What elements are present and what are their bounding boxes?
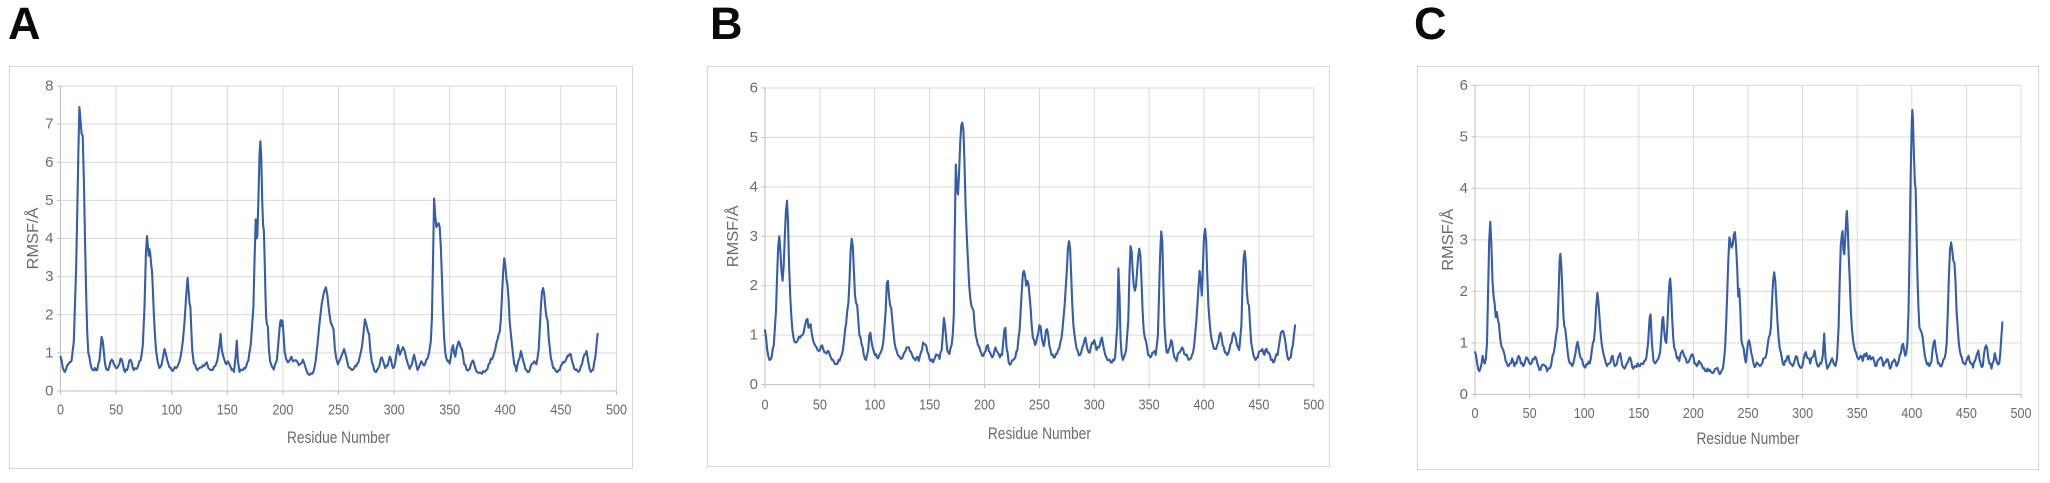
svg-text:6: 6 <box>1460 77 1468 94</box>
svg-text:0: 0 <box>1460 386 1468 403</box>
svg-text:RMSF/Å: RMSF/Å <box>723 205 742 267</box>
svg-text:2: 2 <box>1460 283 1468 300</box>
svg-text:1: 1 <box>45 344 53 361</box>
svg-text:3: 3 <box>45 268 53 285</box>
svg-text:450: 450 <box>1956 405 1977 422</box>
svg-text:500: 500 <box>2011 405 2032 422</box>
svg-text:200: 200 <box>1683 405 1704 422</box>
svg-text:150: 150 <box>919 396 940 413</box>
svg-text:250: 250 <box>1738 405 1759 422</box>
svg-text:RMSF/Å: RMSF/Å <box>1438 208 1457 270</box>
svg-text:4: 4 <box>45 230 53 247</box>
svg-text:5: 5 <box>45 192 53 209</box>
svg-text:200: 200 <box>272 401 293 418</box>
svg-text:Residue Number: Residue Number <box>1697 429 1800 448</box>
svg-text:0: 0 <box>762 396 769 413</box>
svg-text:Residue Number: Residue Number <box>287 428 390 447</box>
svg-text:500: 500 <box>1303 396 1324 413</box>
svg-text:8: 8 <box>45 78 53 95</box>
svg-text:5: 5 <box>1460 128 1468 145</box>
svg-text:250: 250 <box>328 401 349 418</box>
svg-text:Residue Number: Residue Number <box>988 424 1091 443</box>
svg-text:0: 0 <box>57 401 64 418</box>
svg-text:450: 450 <box>550 401 571 418</box>
svg-text:50: 50 <box>1523 405 1537 422</box>
svg-text:7: 7 <box>45 116 53 133</box>
svg-text:RMSF/Å: RMSF/Å <box>23 207 42 269</box>
svg-text:200: 200 <box>974 396 995 413</box>
svg-text:300: 300 <box>384 401 405 418</box>
svg-text:500: 500 <box>606 401 627 418</box>
svg-text:1: 1 <box>750 327 758 344</box>
svg-text:0: 0 <box>45 383 53 400</box>
svg-text:1: 1 <box>1460 334 1468 351</box>
svg-text:450: 450 <box>1248 396 1269 413</box>
svg-text:350: 350 <box>439 401 460 418</box>
svg-text:400: 400 <box>1194 396 1215 413</box>
svg-text:50: 50 <box>109 401 123 418</box>
svg-text:150: 150 <box>1628 405 1649 422</box>
svg-text:400: 400 <box>495 401 516 418</box>
svg-text:350: 350 <box>1139 396 1160 413</box>
svg-text:300: 300 <box>1792 405 1813 422</box>
svg-text:4: 4 <box>750 178 758 195</box>
svg-text:3: 3 <box>1460 231 1468 248</box>
svg-text:2: 2 <box>45 306 53 323</box>
svg-text:6: 6 <box>750 80 758 97</box>
svg-text:100: 100 <box>864 396 885 413</box>
svg-text:150: 150 <box>217 401 238 418</box>
svg-text:2: 2 <box>750 277 758 294</box>
svg-text:5: 5 <box>750 129 758 146</box>
svg-text:50: 50 <box>813 396 827 413</box>
svg-text:3: 3 <box>750 228 758 245</box>
svg-text:300: 300 <box>1084 396 1105 413</box>
svg-text:100: 100 <box>1574 405 1595 422</box>
svg-text:6: 6 <box>45 154 53 171</box>
svg-text:350: 350 <box>1847 405 1868 422</box>
svg-text:0: 0 <box>750 376 758 393</box>
svg-text:100: 100 <box>161 401 182 418</box>
svg-text:4: 4 <box>1460 180 1468 197</box>
svg-text:250: 250 <box>1029 396 1050 413</box>
svg-text:0: 0 <box>1472 405 1479 422</box>
svg-text:400: 400 <box>1901 405 1922 422</box>
